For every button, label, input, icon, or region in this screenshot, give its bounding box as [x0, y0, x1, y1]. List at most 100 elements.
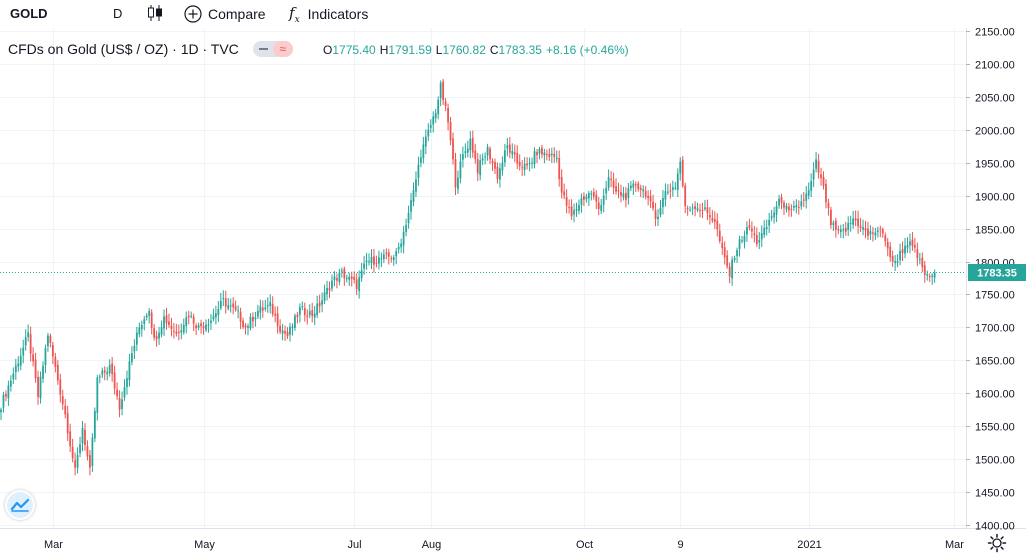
candle-body	[543, 152, 546, 156]
candle-body	[254, 317, 257, 320]
candle	[143, 315, 146, 331]
candle-body	[684, 185, 687, 207]
candle	[14, 358, 17, 380]
candle	[286, 327, 289, 339]
candle	[876, 226, 879, 238]
candle	[385, 248, 388, 260]
candle-body	[49, 335, 52, 343]
candle	[365, 252, 368, 270]
candle	[207, 318, 210, 333]
candle-body	[681, 159, 684, 186]
candle-body	[170, 325, 173, 329]
candle	[296, 311, 299, 324]
candle-body	[785, 205, 788, 210]
candle-body	[847, 223, 850, 231]
candle	[202, 321, 205, 335]
candle-body	[469, 138, 472, 151]
candle	[625, 186, 627, 208]
candle-body	[889, 246, 892, 258]
candle-body	[279, 326, 282, 332]
candle-body	[555, 157, 558, 159]
candle	[128, 353, 131, 387]
candle	[528, 157, 531, 172]
candle	[165, 307, 168, 330]
candle-body	[918, 258, 921, 260]
price-scale[interactable]: 2150.00 2100.00 2050.00 2000.00 1950.00 1900.…	[966, 27, 1015, 533]
last-price-badge: 1783.35	[968, 264, 1026, 282]
candle	[138, 322, 141, 338]
candle-body	[755, 235, 758, 245]
candle	[148, 308, 151, 324]
candle	[481, 153, 484, 166]
candle	[289, 322, 291, 342]
candle-body	[694, 206, 696, 210]
candle	[103, 366, 106, 381]
candle	[205, 319, 207, 333]
toolbar: GOLD D Compare fx Indicators	[0, 0, 1026, 28]
legend-title[interactable]: CFDs on Gold (US$ / OZ) · 1D · TVC	[8, 41, 239, 57]
interval-button[interactable]: D	[113, 6, 123, 21]
candle	[382, 249, 385, 264]
candle	[328, 281, 331, 298]
time-scale[interactable]: Mar May Jul Aug Oct 9 2021 Mar	[44, 539, 964, 551]
candle	[617, 182, 620, 199]
candle-body	[763, 227, 766, 235]
candle	[415, 171, 417, 197]
candle	[180, 323, 183, 340]
candle	[486, 143, 489, 161]
candle	[501, 156, 504, 176]
candle	[849, 215, 852, 232]
candle-body	[812, 169, 815, 180]
indicators-button[interactable]: fx Indicators	[289, 3, 368, 25]
candle-body	[434, 113, 437, 119]
symbol-name[interactable]: GOLD	[10, 6, 48, 21]
candle	[736, 247, 738, 263]
candle	[612, 172, 615, 195]
candle-body	[617, 190, 620, 192]
candle	[830, 206, 832, 229]
compare-button[interactable]: Compare	[184, 4, 266, 24]
legend-toggle[interactable]: ≈	[252, 41, 293, 57]
candle	[862, 219, 864, 236]
candle	[753, 226, 756, 243]
candles-icon[interactable]	[146, 4, 164, 22]
candle-body	[916, 249, 919, 259]
tradingview-logo[interactable]	[5, 490, 35, 520]
settings-gear-icon[interactable]	[987, 533, 1007, 553]
candle-body	[568, 207, 570, 209]
candle-body	[106, 372, 109, 375]
wave-icon: ≈	[272, 41, 293, 57]
candle	[864, 220, 867, 239]
fx-icon: fx	[289, 3, 300, 25]
candle	[301, 301, 304, 311]
candle-body	[834, 220, 837, 230]
candle-body	[620, 192, 622, 196]
candle-body	[575, 208, 578, 211]
candle	[503, 143, 506, 167]
candle-body	[474, 150, 477, 159]
candle-body	[701, 209, 704, 211]
candle-body	[516, 152, 519, 164]
candle	[718, 223, 721, 244]
candle-body	[788, 206, 790, 211]
candle	[918, 252, 921, 265]
candle	[284, 325, 286, 341]
candle-body	[627, 188, 630, 199]
candle	[187, 310, 190, 325]
candle-body	[600, 205, 603, 211]
candle	[39, 371, 42, 404]
candle	[412, 182, 415, 207]
change-value: +8.16 (+0.46%)	[545, 43, 629, 57]
candle	[731, 256, 734, 286]
candle	[575, 202, 578, 217]
candle	[506, 138, 509, 157]
candle-body	[259, 306, 262, 313]
candle	[318, 294, 321, 313]
candle	[533, 147, 536, 169]
candle	[405, 218, 407, 237]
candle-body	[135, 332, 138, 345]
candle-body	[881, 229, 884, 234]
candle-body	[503, 150, 506, 163]
candle-body	[716, 220, 719, 230]
